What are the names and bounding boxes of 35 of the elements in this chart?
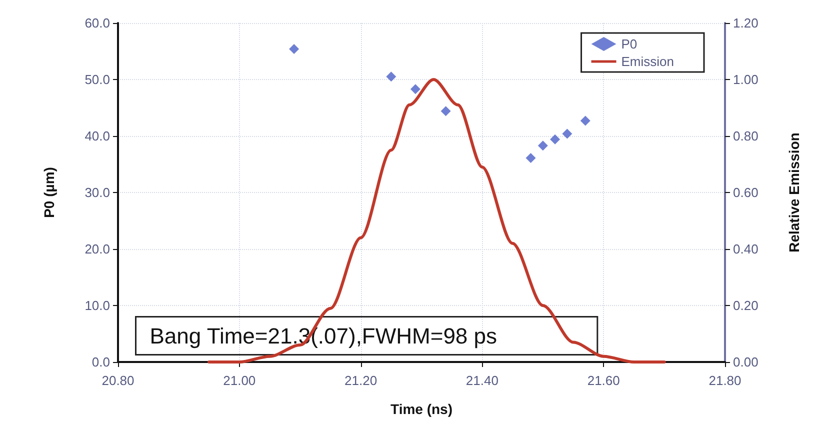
x-tick-label: 21.80 [708,373,742,388]
line-series [208,78,666,364]
point [289,44,300,54]
legend-label: P0 [621,36,638,52]
x-tick-label: 21.40 [466,373,498,388]
x-tick-label: 21.20 [344,373,378,388]
x-tick-label: 20.80 [102,373,134,388]
y2-axis-title: Relative Emission [786,132,802,252]
y2-tick-label: 1.20 [733,16,758,30]
y-tick-label: 30.0 [84,185,110,200]
y2-tick-label: 0.60 [733,185,758,200]
x-tick-label: 21.00 [223,373,256,388]
x-tick-label: 21.60 [587,373,620,388]
y2-tick-label: 1.00 [733,72,758,87]
point [386,72,396,82]
y-tick-label: 50.0 [84,72,110,87]
point [526,153,536,164]
y2-tick-label: 0.40 [733,242,758,256]
point [538,140,548,151]
y2-tick-label: 0.80 [733,128,758,144]
legend-label: Emission [621,54,674,69]
point [440,106,451,116]
point [562,128,572,139]
point [550,134,560,144]
x-axis-title: Time (ns) [390,401,452,417]
y-tick-label: 10.0 [84,298,110,313]
y-tick-label: 0.0 [92,354,110,370]
point [580,116,590,126]
y-tick-label: 60.0 [84,16,110,30]
y-axis-title: P0 (µm) [41,167,57,218]
y2-tick-label: 0.20 [733,298,758,313]
y-tick-label: 40.0 [84,128,110,144]
y-tick-label: 20.0 [84,242,110,256]
y2-tick-label: 0.00 [733,354,758,370]
point [410,84,420,94]
